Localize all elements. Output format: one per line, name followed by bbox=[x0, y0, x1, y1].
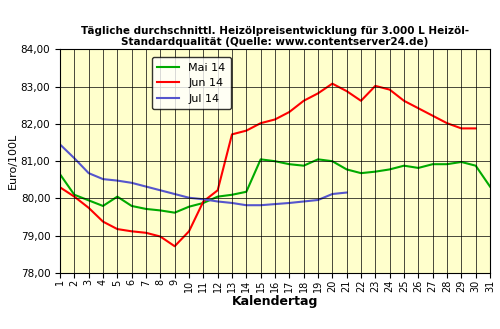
Mai 14 bbox=[344, 167, 349, 171]
Line: Jun 14: Jun 14 bbox=[60, 84, 476, 246]
Mai 14 bbox=[72, 193, 78, 197]
Jun 14 bbox=[57, 185, 63, 189]
Jul 14 bbox=[158, 188, 164, 192]
Mai 14 bbox=[57, 172, 63, 176]
Mai 14 bbox=[472, 164, 478, 168]
Mai 14 bbox=[330, 159, 336, 163]
Mai 14 bbox=[430, 162, 436, 166]
Jun 14 bbox=[128, 229, 134, 233]
Mai 14 bbox=[458, 160, 464, 164]
Line: Mai 14: Mai 14 bbox=[60, 159, 490, 213]
Mai 14 bbox=[128, 204, 134, 208]
Jul 14 bbox=[72, 156, 78, 160]
Mai 14 bbox=[244, 190, 250, 194]
Mai 14 bbox=[200, 201, 206, 205]
Mai 14 bbox=[143, 207, 149, 211]
Jun 14 bbox=[72, 195, 78, 199]
Jun 14 bbox=[258, 121, 264, 125]
Jun 14 bbox=[444, 121, 450, 125]
Jun 14 bbox=[100, 220, 106, 224]
Jun 14 bbox=[416, 106, 422, 110]
Mai 14 bbox=[487, 185, 493, 189]
Jun 14 bbox=[472, 126, 478, 130]
Mai 14 bbox=[416, 166, 422, 170]
Legend: Mai 14, Jun 14, Jul 14: Mai 14, Jun 14, Jul 14 bbox=[152, 57, 231, 109]
Mai 14 bbox=[372, 170, 378, 174]
Jul 14 bbox=[114, 179, 120, 183]
Jun 14 bbox=[401, 99, 407, 103]
Mai 14 bbox=[358, 171, 364, 175]
Jun 14 bbox=[186, 229, 192, 233]
Jul 14 bbox=[286, 201, 292, 205]
Mai 14 bbox=[114, 195, 120, 199]
Mai 14 bbox=[158, 209, 164, 213]
Jun 14 bbox=[214, 188, 220, 192]
Jul 14 bbox=[214, 199, 220, 203]
Jun 14 bbox=[172, 244, 177, 248]
Mai 14 bbox=[186, 205, 192, 209]
Mai 14 bbox=[272, 159, 278, 163]
Mai 14 bbox=[300, 164, 306, 168]
Jul 14 bbox=[186, 196, 192, 200]
Jun 14 bbox=[158, 235, 164, 239]
Jul 14 bbox=[100, 177, 106, 181]
Jul 14 bbox=[172, 192, 177, 196]
Jul 14 bbox=[128, 181, 134, 185]
Jun 14 bbox=[114, 227, 120, 231]
Jul 14 bbox=[57, 142, 63, 146]
Mai 14 bbox=[172, 211, 177, 215]
Jun 14 bbox=[386, 88, 392, 91]
Jul 14 bbox=[86, 171, 91, 175]
Jul 14 bbox=[330, 192, 336, 196]
Jul 14 bbox=[229, 201, 235, 205]
Jun 14 bbox=[229, 132, 235, 136]
Jul 14 bbox=[300, 199, 306, 203]
Title: Tägliche durchschnittl. Heizölpreisentwicklung für 3.000 L Heizöl-
Standardquali: Tägliche durchschnittl. Heizölpreisentwi… bbox=[81, 26, 469, 47]
Jul 14 bbox=[244, 203, 250, 207]
Mai 14 bbox=[286, 162, 292, 166]
Mai 14 bbox=[214, 195, 220, 199]
Mai 14 bbox=[100, 204, 106, 208]
Jun 14 bbox=[272, 117, 278, 121]
Mai 14 bbox=[229, 193, 235, 197]
Mai 14 bbox=[258, 157, 264, 161]
Jun 14 bbox=[330, 82, 336, 86]
Line: Jul 14: Jul 14 bbox=[60, 144, 346, 205]
Jul 14 bbox=[272, 202, 278, 206]
Jun 14 bbox=[244, 129, 250, 133]
Jun 14 bbox=[200, 199, 206, 203]
Jun 14 bbox=[86, 206, 91, 210]
Jun 14 bbox=[300, 99, 306, 103]
Y-axis label: Euro/100L: Euro/100L bbox=[8, 133, 18, 189]
Jul 14 bbox=[200, 197, 206, 201]
Jul 14 bbox=[344, 190, 349, 194]
Jul 14 bbox=[258, 203, 264, 207]
Jun 14 bbox=[143, 231, 149, 235]
Jul 14 bbox=[315, 198, 321, 202]
Jul 14 bbox=[143, 185, 149, 189]
Jun 14 bbox=[344, 89, 349, 93]
Jun 14 bbox=[286, 110, 292, 114]
Mai 14 bbox=[444, 162, 450, 166]
Mai 14 bbox=[315, 157, 321, 161]
X-axis label: Kalendertag: Kalendertag bbox=[232, 294, 318, 308]
Mai 14 bbox=[401, 164, 407, 168]
Jun 14 bbox=[458, 126, 464, 130]
Mai 14 bbox=[386, 167, 392, 171]
Jun 14 bbox=[358, 99, 364, 103]
Jun 14 bbox=[315, 91, 321, 95]
Jun 14 bbox=[372, 84, 378, 88]
Mai 14 bbox=[86, 198, 91, 202]
Jun 14 bbox=[430, 114, 436, 118]
